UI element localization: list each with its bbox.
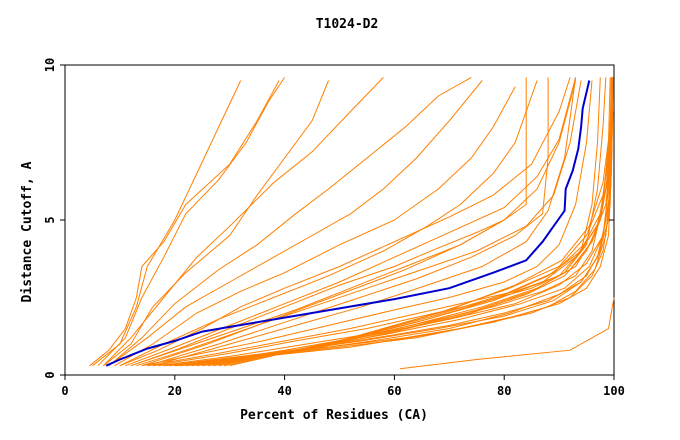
x-tick-label: 80: [497, 384, 511, 398]
series-layer: [89, 76, 615, 370]
series-line-14: [136, 80, 582, 367]
series-line-22: [174, 77, 614, 367]
series-line-5: [103, 77, 384, 367]
chart-title: T1024-D2: [316, 17, 379, 32]
series-line-32: [218, 95, 613, 367]
series-line-3: [97, 77, 286, 367]
y-tick-label: 0: [43, 371, 57, 378]
series-line-11: [125, 77, 577, 367]
x-axis-ticks: 0 20 40 60 80 100: [61, 375, 625, 398]
y-tick-label: 10: [43, 58, 57, 72]
y-tick-label: 5: [43, 216, 57, 223]
highlight-series-line: [105, 80, 591, 367]
series-line-8: [114, 86, 516, 367]
series-line-18: [158, 77, 611, 367]
series-line-4: [103, 80, 329, 367]
series-line-36: [147, 77, 549, 367]
series-line-7: [108, 80, 483, 367]
series-line-34: [229, 77, 613, 367]
series-line-37: [152, 77, 577, 367]
series-line-16: [147, 77, 601, 367]
series-line-33: [224, 77, 613, 367]
highlight-layer: [105, 80, 591, 367]
x-tick-label: 20: [168, 384, 182, 398]
series-line-38: [399, 297, 615, 370]
x-tick-label: 0: [61, 384, 68, 398]
series-line-2: [92, 80, 242, 367]
series-line-6: [108, 76, 472, 367]
series-line-13: [130, 219, 505, 367]
series-line-35: [141, 77, 527, 367]
series-line-1: [89, 80, 280, 367]
x-tick-label: 60: [387, 384, 401, 398]
series-line-19: [163, 77, 612, 367]
series-line-15: [141, 80, 593, 367]
series-line-12: [130, 80, 577, 367]
series-line-10: [119, 77, 571, 367]
series-line-31: [213, 111, 612, 367]
x-tick-label: 100: [603, 384, 625, 398]
series-line-9: [119, 80, 538, 367]
y-axis-label: Distance Cutoff, A: [20, 161, 35, 302]
x-axis-label: Percent of Residues (CA): [240, 408, 428, 423]
series-line-20: [163, 77, 613, 367]
x-tick-label: 40: [277, 384, 291, 398]
y-axis-ticks: 0 5 10: [43, 58, 614, 379]
